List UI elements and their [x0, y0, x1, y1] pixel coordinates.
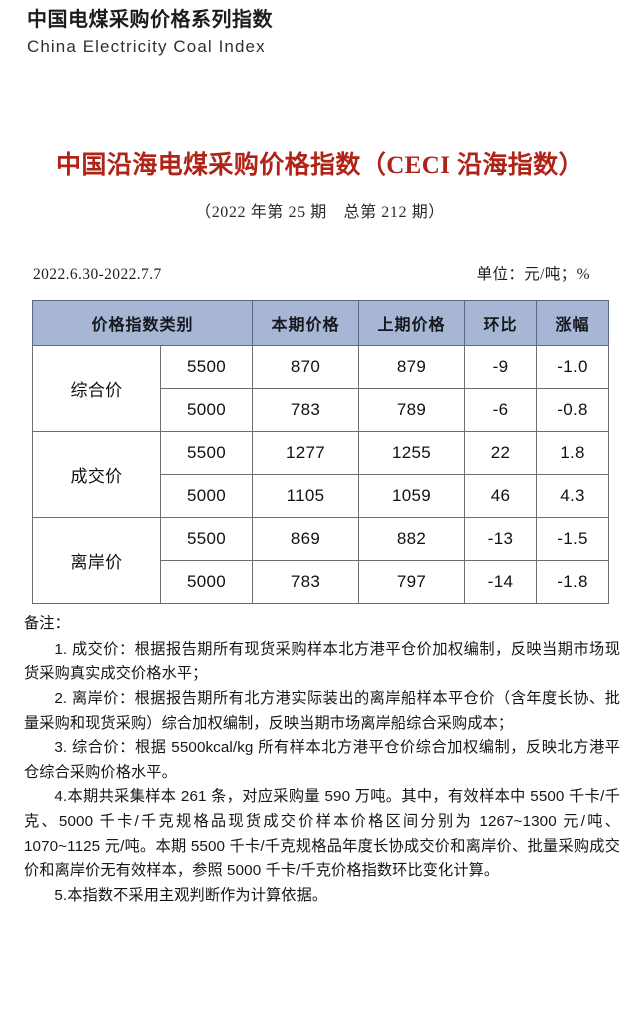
note-item-5: 5.本指数不采用主观判断作为计算依据。: [54, 886, 328, 904]
cell-spec: 5000: [159, 474, 254, 518]
note-item-1: 1. 成交价：根据报告期所有现货采购样本北方港平仓价加权编制，反映当期市场现货采…: [24, 640, 620, 683]
note-item-2: 2. 离岸价：根据报告期所有北方港实际装出的离岸船样本平仓价（含年度长协、批量采…: [24, 689, 620, 732]
table-body: 综合价 5500 870 879 -9 -1.0 5000 783 789 -6 -0.8 成交价 55…: [32, 345, 610, 604]
date-range: 2022.6.30-2022.7.7: [33, 266, 162, 283]
note-item-4: 4.本期共采集样本 261 条，对应采购量 590 万吨。其中，有效样本中 55…: [24, 788, 620, 880]
note-item-3: 3. 综合价：根据 5500kcal/kg 所有样本北方港平仓价综合加权编制，反…: [24, 739, 620, 781]
cell-previous-price: 797: [358, 560, 466, 604]
cell-spec: 5000: [159, 388, 254, 432]
price-index-table: 价格指数类别 本期价格 上期价格 环比 涨幅 综合价 5500 870 879 -9 -1…: [31, 300, 610, 604]
cell-current-price: 870: [252, 345, 360, 389]
column-header-mom: 环比: [464, 300, 538, 346]
cell-mom: 22: [464, 431, 538, 475]
cell-current-price: 783: [252, 388, 360, 432]
title-block: 中国沿海电煤采购价格指数（CECI 沿海指数） （2022 年第 25 期 总第…: [0, 150, 640, 222]
masthead-title-cn: 中国电煤采购价格系列指数: [27, 9, 273, 31]
cell-spec: 5500: [159, 431, 254, 475]
cell-current-price: 783: [252, 560, 360, 604]
table-row: 5000 1105 1059 46 4.3: [33, 474, 610, 518]
cell-current-price: 869: [252, 517, 360, 561]
report-meta-row: 2022.6.30-2022.7.7 单位：元/吨；%: [33, 262, 608, 284]
table-row: 5000 783 789 -6 -0.8: [33, 388, 610, 432]
table-header-row: 价格指数类别 本期价格 上期价格 环比 涨幅: [31, 300, 610, 346]
table-row: 成交价 5500 1277 1255 22 1.8: [32, 431, 610, 518]
cell-mom: -9: [464, 345, 538, 389]
page-title: 中国沿海电煤采购价格指数（CECI 沿海指数）: [56, 152, 584, 179]
notes-label: 备注：: [24, 615, 70, 632]
cell-spec: 5000: [159, 560, 254, 604]
masthead: 中国电煤采购价格系列指数 China Electricity Coal Inde…: [27, 8, 613, 58]
cell-mom: -6: [464, 388, 538, 432]
row-group-label-0: 综合价: [32, 345, 161, 432]
cell-pct: -1.8: [536, 560, 610, 604]
cell-previous-price: 789: [358, 388, 466, 432]
cell-pct: -1.0: [536, 345, 610, 389]
cell-current-price: 1277: [252, 431, 360, 475]
column-header-category: 价格指数类别: [31, 300, 254, 346]
cell-previous-price: 879: [358, 345, 466, 389]
table-row: 离岸价 5500 869 882 -13 -1.5: [32, 517, 610, 604]
table-header: 价格指数类别 本期价格 上期价格 环比 涨幅: [31, 300, 610, 346]
cell-previous-price: 882: [358, 517, 466, 561]
cell-previous-price: 1059: [358, 474, 466, 518]
cell-current-price: 1105: [252, 474, 360, 518]
cell-mom: -13: [464, 517, 538, 561]
cell-spec: 5500: [159, 517, 254, 561]
cell-pct: -0.8: [536, 388, 610, 432]
cell-mom: 46: [464, 474, 538, 518]
cell-previous-price: 1255: [358, 431, 466, 475]
cell-mom: -14: [464, 560, 538, 604]
row-group-label-1: 成交价: [32, 431, 161, 518]
cell-spec: 5500: [159, 345, 254, 389]
masthead-title-en: China Electricity Coal Index: [27, 37, 266, 56]
table-row: 综合价 5500 870 879 -9 -1.0: [32, 345, 610, 432]
column-header-current-price: 本期价格: [252, 300, 360, 346]
table-row: 5000 783 797 -14 -1.8: [33, 560, 610, 604]
column-header-pct: 涨幅: [536, 300, 610, 346]
notes-section: 备注： 1. 成交价：根据报告期所有现货采购样本北方港平仓价加权编制，反映当期市…: [24, 612, 620, 909]
cell-pct: 4.3: [536, 474, 610, 518]
cell-pct: -1.5: [536, 517, 610, 561]
row-group-label-2: 离岸价: [32, 517, 161, 604]
cell-pct: 1.8: [536, 431, 610, 475]
column-header-previous-price: 上期价格: [358, 300, 466, 346]
unit-label: 单位：元/吨；%: [476, 266, 590, 283]
issue-number: （2022 年第 25 期 总第 212 期）: [195, 203, 445, 221]
